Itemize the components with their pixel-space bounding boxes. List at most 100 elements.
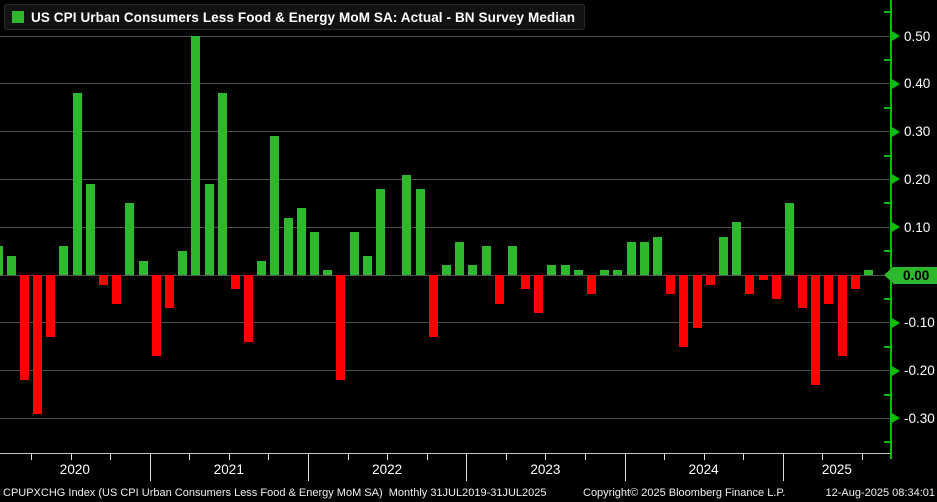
x-quarter-tick: [703, 454, 705, 460]
y-tick-label: 0.30: [904, 124, 931, 140]
bar-Dec-20: [138, 260, 148, 275]
bar-Jul-23: [547, 265, 557, 275]
gridline: [0, 417, 891, 419]
bar-Sep-22: [415, 188, 425, 275]
bar-Mar-25: [811, 275, 821, 385]
bar-Dec-23: [613, 270, 623, 275]
y-axis-line: [890, 0, 892, 459]
bar-Jun-22: [376, 188, 385, 275]
x-axis-line: [0, 453, 891, 454]
y-tick-label: 0.10: [904, 219, 931, 235]
x-quarter-tick: [189, 454, 191, 460]
gridline: [0, 370, 891, 372]
bar-Apr-24: [666, 275, 676, 295]
x-year-label-2025: 2025: [821, 462, 852, 477]
bar-May-23: [521, 275, 531, 290]
x-quarter-tick: [426, 454, 428, 460]
x-quarter-tick: [861, 454, 863, 460]
gridline: [0, 178, 891, 180]
bar-Jan-25: [784, 203, 794, 275]
bar-Sep-24: [732, 222, 742, 275]
bar-Apr-23: [507, 246, 517, 275]
x-quarter-tick: [822, 454, 824, 460]
bar-Jun-20: [59, 246, 69, 275]
bar-Jun-24: [692, 275, 702, 328]
bar-Nov-24: [758, 275, 768, 280]
y-tick-arrow-icon: [892, 222, 900, 233]
bar-Nov-21: [283, 217, 293, 275]
bar-May-22: [362, 255, 372, 275]
bar-Mar-21: [178, 251, 188, 275]
x-quarter-tick: [584, 454, 586, 460]
bar-Feb-21: [164, 275, 174, 309]
x-year-divider: [307, 454, 309, 481]
bar-May-25: [837, 275, 847, 357]
x-year-divider: [149, 454, 151, 481]
bar-Apr-20: [33, 275, 43, 414]
bar-Feb-23: [481, 246, 491, 275]
bar-Jul-21: [230, 275, 240, 290]
bar-Jan-21: [151, 275, 161, 357]
x-quarter-tick: [743, 454, 745, 460]
y-minor-tick: [884, 393, 891, 396]
bar-Mar-24: [653, 236, 662, 275]
bar-Nov-20: [125, 203, 135, 275]
bar-Jun-21: [217, 93, 227, 275]
legend-chip[interactable]: US CPI Urban Consumers Less Food & Energ…: [4, 4, 586, 30]
y-minor-tick: [884, 11, 891, 14]
y-tick-label: -0.10: [904, 315, 935, 331]
bar-May-21: [204, 184, 214, 275]
bar-Oct-24: [745, 275, 755, 295]
footer-bar: CPUPXCHG Index (US CPI Urban Consumers L…: [0, 484, 937, 502]
y-tick-arrow-icon: [892, 174, 900, 185]
y-minor-tick: [884, 202, 891, 205]
y-tick-label: 0.20: [904, 171, 931, 187]
y-minor-tick: [884, 250, 891, 253]
bar-Apr-25: [824, 275, 834, 304]
bar-Jun-25: [850, 275, 860, 290]
bar-Oct-23: [587, 275, 597, 295]
bar-Jan-24: [626, 241, 636, 275]
bar-Jan-20: [0, 246, 3, 275]
bar-Apr-21: [191, 36, 201, 275]
x-quarter-tick: [347, 454, 349, 460]
bar-Mar-23: [494, 275, 504, 304]
bar-Jan-23: [468, 265, 478, 275]
y-minor-tick: [884, 441, 891, 444]
x-quarter-tick: [387, 454, 389, 460]
bar-Jul-25: [864, 270, 874, 275]
bar-Mar-20: [19, 275, 29, 381]
bar-May-24: [679, 275, 689, 347]
y-minor-tick: [884, 58, 891, 61]
bar-Jan-22: [310, 231, 320, 275]
bar-Sep-21: [257, 260, 267, 275]
x-year-label-2022: 2022: [372, 462, 403, 477]
gridline: [0, 131, 891, 133]
x-quarter-tick: [664, 454, 666, 460]
y-tick-arrow-icon: [892, 31, 900, 41]
x-quarter-tick: [268, 454, 270, 460]
x-quarter-tick: [110, 454, 112, 460]
bar-Dec-21: [296, 208, 306, 275]
plot-area[interactable]: [0, 0, 891, 453]
bar-Oct-20: [112, 275, 122, 304]
x-year-divider: [782, 454, 784, 481]
bar-May-20: [46, 275, 56, 338]
legend-label: US CPI Urban Consumers Less Food & Energ…: [31, 9, 576, 25]
bar-Aug-24: [718, 236, 728, 275]
x-year-label-2021: 2021: [213, 462, 244, 477]
y-tick-label: -0.30: [904, 410, 935, 426]
y-tick-label: 0.50: [904, 28, 931, 44]
bar-Nov-23: [600, 270, 610, 275]
bar-Nov-22: [441, 265, 451, 275]
x-quarter-tick: [545, 454, 547, 460]
x-year-divider: [466, 454, 468, 481]
gridline: [0, 322, 891, 324]
bar-Aug-21: [244, 275, 254, 342]
gridline: [0, 35, 891, 37]
y-tick-arrow-icon: [892, 317, 900, 328]
bar-Jul-20: [72, 93, 82, 275]
bar-Dec-24: [771, 275, 781, 299]
y-minor-tick: [884, 106, 891, 109]
